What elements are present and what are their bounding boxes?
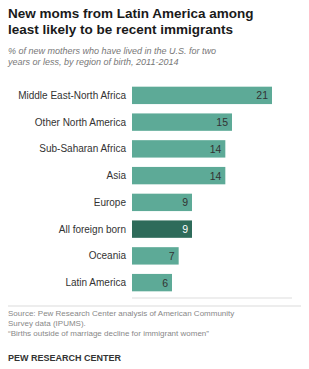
y-tick-label: Middle East-North Africa (18, 90, 126, 101)
bar (132, 194, 192, 211)
y-tick-label: Asia (107, 170, 127, 181)
data-label: 9 (182, 196, 188, 208)
text-line: least likely to be recent immigrants (8, 22, 233, 37)
text-line: “Births outside of marriage decline for … (8, 329, 209, 338)
data-label: 6 (162, 277, 168, 289)
y-tick-label: Latin America (65, 277, 126, 288)
subtitle: % of new mothers who have lived in the U… (7, 46, 216, 67)
y-tick-label: Europe (94, 197, 127, 208)
data-label: 14 (210, 170, 222, 182)
bar (132, 113, 232, 130)
bar (132, 220, 192, 237)
text-line: Survey data (IPUMS). (8, 319, 86, 328)
text-line: % of new mothers who have lived in the U… (8, 46, 216, 56)
separator (8, 306, 301, 307)
title: New moms from Latin America amongleast l… (8, 6, 254, 37)
chart: New moms from Latin America amongleast l… (0, 0, 309, 369)
x-axis-line (132, 298, 292, 299)
data-label: 14 (210, 143, 222, 155)
data-label: 7 (169, 250, 175, 262)
bar (132, 87, 272, 104)
source: Source: Pew Research Center analysis of … (8, 309, 234, 338)
labels: Middle East-North Africa 21 Other North Am… (18, 89, 268, 288)
y-tick-label: Oceania (89, 250, 127, 261)
bar (132, 140, 225, 157)
y-tick-label: Sub-Saharan Africa (39, 143, 126, 154)
page: {"chart_data": {"type": "bar", "orientat… (0, 0, 309, 369)
y-tick-label: Other North America (35, 117, 127, 128)
text-line: years or less, by region of birth, 2011-… (7, 57, 178, 67)
text-line: Source: Pew Research Center analysis of … (8, 309, 234, 318)
data-label: 15 (216, 116, 228, 128)
bar (132, 247, 179, 264)
data-label: 9 (182, 223, 188, 235)
text-line: PEW RESEARCH CENTER (8, 353, 122, 363)
data-label: 21 (256, 89, 268, 101)
bars (132, 87, 272, 292)
bar (132, 274, 172, 291)
bar (132, 167, 225, 184)
footer: PEW RESEARCH CENTER (8, 353, 122, 363)
text-line: New moms from Latin America among (8, 6, 254, 21)
y-tick-label: All foreign born (59, 224, 126, 235)
